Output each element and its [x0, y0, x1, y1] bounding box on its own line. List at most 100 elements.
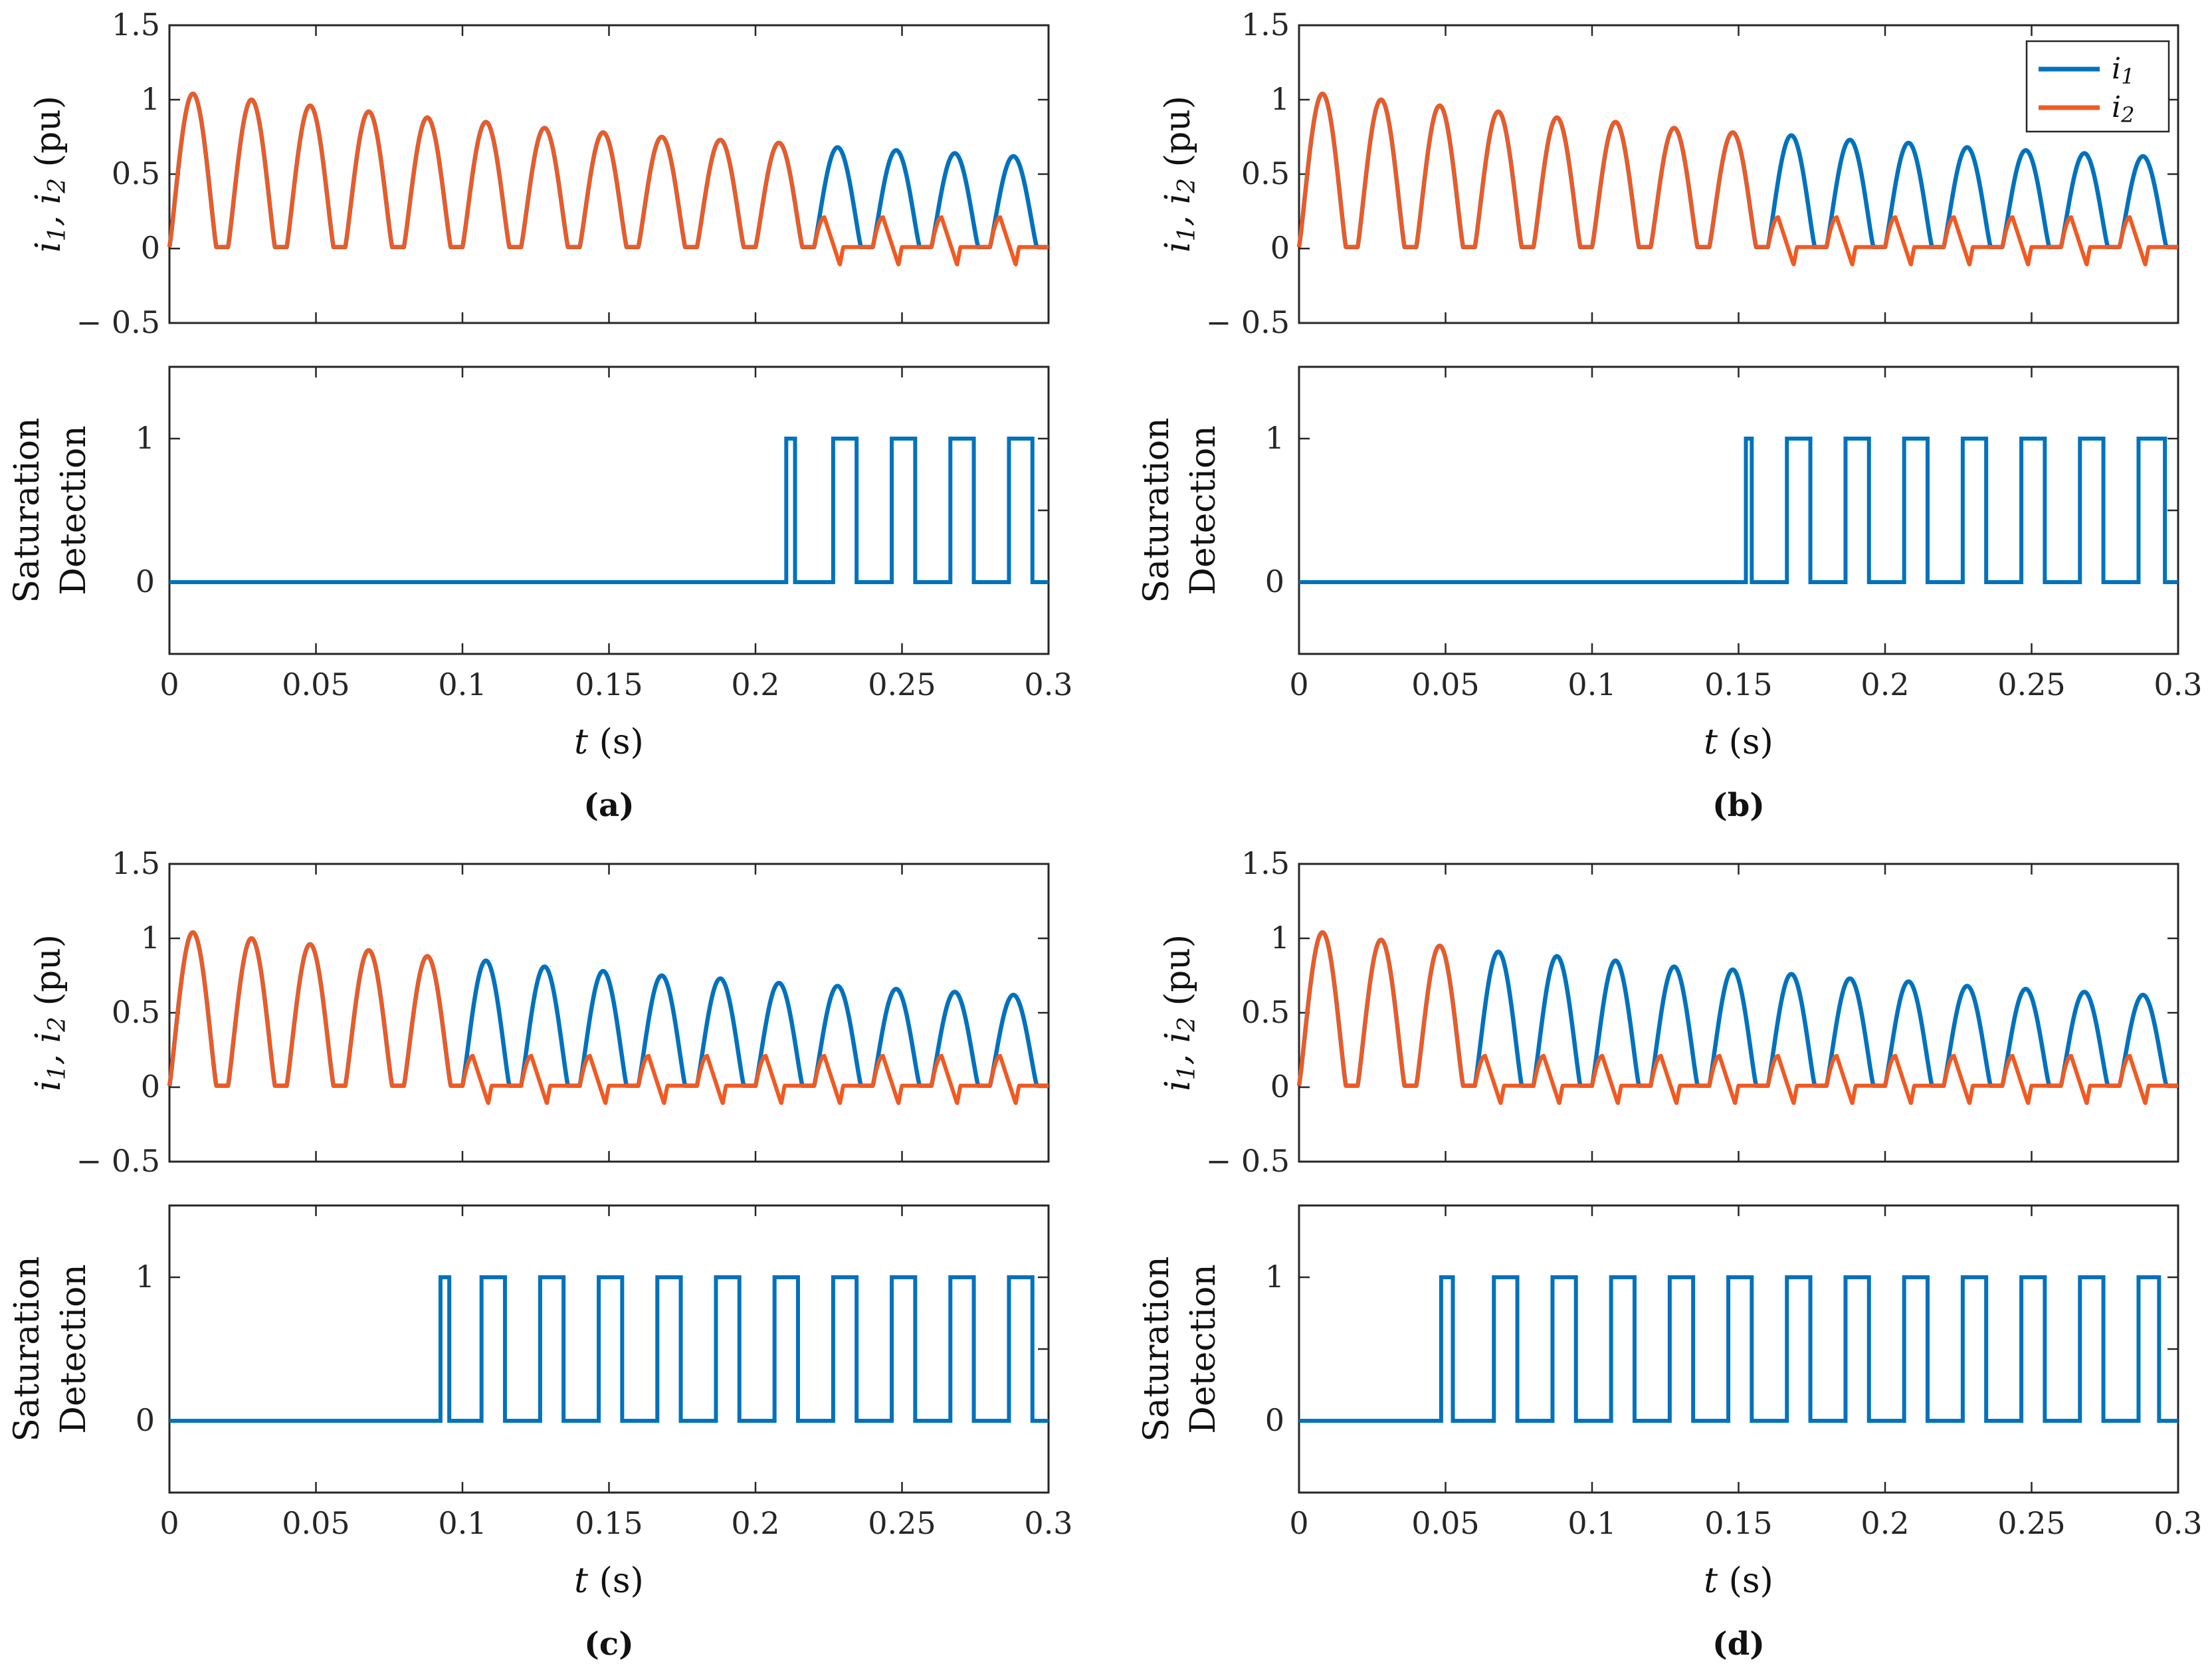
y-tick-label: 1: [1270, 81, 1290, 117]
xlabel-unit: (s): [1718, 1561, 1773, 1601]
detection-axes: [168, 366, 1050, 655]
xlabel-var: t: [1704, 722, 1718, 762]
y-tick-label: 1: [1265, 420, 1284, 456]
detection-signal-line: [1299, 1275, 2178, 1423]
x-tick-label: 0.05: [1411, 1505, 1479, 1541]
xlabel-var: t: [574, 722, 588, 762]
i1-peak-point: [1738, 132, 1739, 133]
ylabel-unit: (pu): [29, 934, 68, 1017]
y-tick-label: 1.5: [1241, 845, 1290, 881]
subfigure-c: 1.510.50− 0.5i1, i2 (pu)100 0.05 0.1 0.15 0.…: [7, 845, 1073, 1663]
legend-var: i: [2112, 90, 2121, 124]
y-axis-label-line2: Detection: [1183, 1264, 1223, 1434]
y-axis-label-line1: Saturation: [1137, 417, 1177, 603]
ylabel-sub: 1: [1173, 1065, 1201, 1080]
legend: [2025, 40, 2170, 133]
i1-peak-point: [667, 136, 668, 138]
ylabel-unit: (pu): [29, 96, 68, 178]
i1-peak-point: [1328, 932, 1329, 933]
y-axis-label-line2: Detection: [54, 1264, 94, 1434]
subfigure-caption: (c): [584, 1625, 634, 1663]
x-tick-label: 0.25: [868, 1505, 936, 1541]
x-tick-label: 0.1: [438, 667, 486, 702]
i1-peak-point: [2148, 156, 2150, 157]
x-tick-label: 0.3: [2154, 1505, 2202, 1541]
y-axis-label: i1, i2 (pu): [29, 934, 71, 1091]
ylabel-sub: 2: [1173, 1017, 1201, 1033]
x-tick-label: 0.05: [282, 1505, 350, 1541]
current-axes: [1298, 863, 2179, 1163]
ylabel-var: , i: [29, 193, 68, 227]
x-tick-label: 0.15: [1704, 1505, 1772, 1541]
y-tick-label: 0: [136, 564, 155, 599]
legend-sub: 1: [2121, 64, 2134, 89]
y-tick-label: 0.5: [1241, 994, 1290, 1030]
y-tick-label: 1: [136, 1259, 155, 1295]
y-tick-label: − 0.5: [1206, 304, 1290, 340]
i1-peak-point: [550, 966, 551, 968]
detection-signal-line: [1299, 437, 2178, 584]
current-axes: [168, 24, 1050, 324]
detection-axes: [1298, 366, 2179, 655]
detection-signal-line: [169, 437, 1049, 584]
ylabel-var: i: [29, 1080, 68, 1091]
i1-peak-point: [1914, 142, 1915, 144]
legend-label: i2: [2112, 90, 2134, 128]
x-tick-label: 0: [159, 667, 179, 702]
y-tick-label: 0.5: [1241, 156, 1290, 191]
y-tick-label: 0: [1270, 230, 1290, 266]
y-tick-label: 1: [141, 920, 160, 956]
x-tick-label: 0.1: [438, 1505, 486, 1541]
legend-label: i1: [2112, 52, 2134, 89]
y-tick-label: 0: [136, 1402, 155, 1438]
y-axis-label: i1, i2 (pu): [1158, 934, 1201, 1091]
i1-peak-point: [374, 111, 375, 112]
ylabel-unit: (pu): [1158, 96, 1198, 178]
x-tick-label: 0: [1289, 667, 1308, 702]
i1-peak-point: [256, 938, 258, 939]
y-tick-label: − 0.5: [1206, 1143, 1290, 1179]
current-axes: [168, 863, 1050, 1163]
y-tick-label: 0.5: [112, 156, 160, 191]
x-tick-label: 0.3: [2154, 667, 2202, 702]
x-tick-label: 0.1: [1567, 1505, 1616, 1541]
i1-peak-point: [1621, 960, 1622, 962]
xlabel-var: t: [1704, 1561, 1718, 1601]
ylabel-sub: 2: [1173, 178, 1201, 194]
series-i2-line: [1297, 92, 2180, 266]
y-tick-label: 1: [141, 81, 160, 117]
y-axis-label-line2: Detection: [1183, 425, 1223, 595]
y-axis-label-line1: Saturation: [1137, 1256, 1177, 1441]
x-axis-label: t (s): [574, 722, 644, 762]
x-tick-label: 0: [1289, 1505, 1308, 1541]
detection-axes: [1298, 1204, 2179, 1494]
ylabel-sub: 2: [44, 178, 71, 194]
ylabel-var: , i: [1158, 1032, 1198, 1065]
detection-signal-line: [169, 1275, 1049, 1423]
x-tick-label: 0.3: [1024, 667, 1072, 702]
x-axis-label: t (s): [1704, 722, 1773, 762]
xlabel-unit: (s): [588, 1561, 644, 1601]
i1-peak-point: [1914, 981, 1915, 982]
y-tick-label: 1: [1270, 920, 1290, 956]
legend-var: i: [2112, 52, 2121, 86]
ylabel-var: i: [1158, 1080, 1198, 1091]
subfigure-d: 1.510.50− 0.5i1, i2 (pu)100 0.05 0.1 0.15 0.…: [1137, 845, 2203, 1663]
y-axis-label-line2: Detection: [54, 425, 94, 595]
x-tick-label: 0.25: [868, 667, 936, 702]
xlabel-unit: (s): [1718, 722, 1773, 762]
x-tick-label: 0.2: [731, 1505, 779, 1541]
i1-peak-point: [1855, 978, 1857, 979]
i1-peak-point: [2031, 150, 2032, 151]
x-tick-label: 0.2: [1860, 667, 1909, 702]
series-i2-line: [167, 92, 1051, 266]
y-tick-label: 1: [1265, 1259, 1284, 1295]
y-tick-label: 1.5: [112, 845, 160, 881]
y-tick-label: 0: [1265, 564, 1284, 599]
y-axis-label-line1: Saturation: [7, 417, 47, 603]
y-tick-label: − 0.5: [76, 304, 160, 340]
x-tick-label: 0.25: [1997, 667, 2065, 702]
i1-peak-point: [1445, 105, 1446, 106]
ylabel-sub: 2: [44, 1017, 71, 1033]
